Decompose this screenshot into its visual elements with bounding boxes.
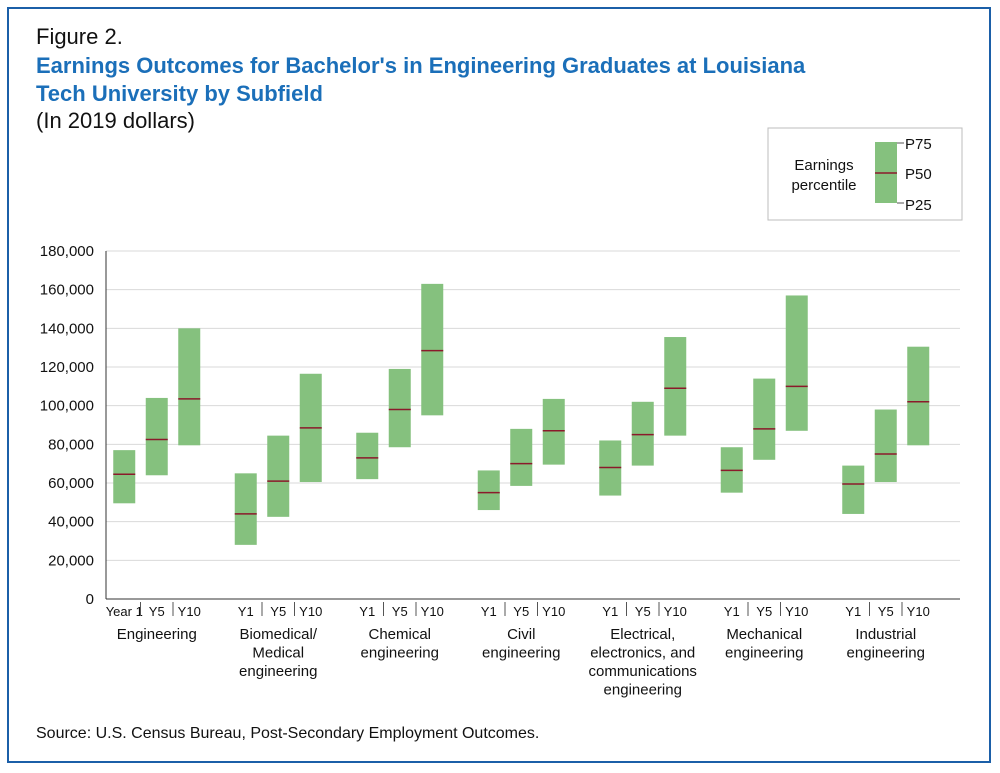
group-label: engineering	[482, 645, 560, 662]
legend-p50-label: P50	[905, 166, 932, 183]
period-label: Y5	[878, 604, 894, 619]
y-tick-label: 60,000	[48, 475, 94, 492]
period-label: Y10	[664, 604, 687, 619]
grid-layer	[106, 250, 960, 561]
group-label: Electrical,	[610, 626, 675, 643]
percentile-bar	[842, 465, 865, 514]
group-label: Chemical	[368, 626, 431, 643]
y-tick-label: 140,000	[40, 320, 94, 337]
y-tick-label: 160,000	[40, 282, 94, 299]
period-label: Y5	[149, 604, 165, 619]
percentile-bar	[178, 328, 201, 446]
percentile-bar	[234, 473, 257, 545]
period-label: Year 1	[106, 604, 143, 619]
period-label: Y1	[602, 604, 618, 619]
y-tick-label: 20,000	[48, 552, 94, 569]
bar-layer	[113, 283, 930, 545]
y-tick-label: 180,000	[40, 243, 94, 260]
period-label: Y1	[845, 604, 861, 619]
y-tick-label: 80,000	[48, 436, 94, 453]
period-label: Y1	[724, 604, 740, 619]
percentile-bar	[145, 397, 168, 476]
group-label: engineering	[361, 645, 439, 662]
y-tick-label: 120,000	[40, 359, 94, 376]
period-label: Y10	[907, 604, 930, 619]
percentile-bar	[542, 398, 565, 465]
percentile-bar	[874, 409, 897, 483]
y-tick-label: 0	[86, 591, 94, 608]
group-label: communications	[589, 663, 697, 680]
period-label: Y5	[513, 604, 529, 619]
period-label: Y10	[785, 604, 808, 619]
legend-title-line-1: Earnings	[794, 157, 853, 174]
percentile-bar	[907, 346, 930, 446]
percentile-bar	[664, 337, 687, 436]
group-label: Medical	[252, 645, 304, 662]
label-layer: Year 1 Y5 Y10 Engineering Y1 Y5 Y10 Biomedical/…	[106, 602, 930, 699]
percentile-bar	[421, 283, 444, 416]
group-label: Mechanical	[726, 626, 802, 643]
y-tick-label: 40,000	[48, 514, 94, 531]
chart-title: Earnings Outcomes for Bachelor's in Engi…	[36, 53, 806, 106]
percentile-bar	[113, 450, 136, 504]
group-label: Industrial	[855, 626, 916, 643]
group-label: engineering	[604, 682, 682, 699]
percentile-bar	[477, 470, 500, 511]
group-label: engineering	[239, 663, 317, 680]
legend-box	[767, 127, 963, 221]
period-label: Y10	[421, 604, 444, 619]
period-label: Y5	[392, 604, 408, 619]
group-label: engineering	[725, 645, 803, 662]
percentile-bar	[631, 401, 654, 466]
percentile-bar	[356, 432, 379, 480]
percentile-bar	[785, 295, 808, 431]
period-label: Y5	[635, 604, 651, 619]
group-label: electronics, and	[590, 645, 695, 662]
percentile-bar	[753, 378, 776, 460]
percentile-bar	[267, 435, 290, 517]
group-label: engineering	[847, 645, 925, 662]
period-label: Y10	[178, 604, 201, 619]
source-note: Source: U.S. Census Bureau, Post-Seconda…	[36, 725, 540, 742]
period-label: Y1	[481, 604, 497, 619]
figure-label: Figure 2.	[36, 24, 123, 49]
axis-layer: 0 20,000 40,000 60,000 80,000 100,000 120,000 1…	[40, 243, 960, 608]
period-label: Y5	[756, 604, 772, 619]
legend-p25-label: P25	[905, 197, 932, 214]
y-tick-label: 100,000	[40, 398, 94, 415]
chart-subtitle: (In 2019 dollars)	[36, 108, 195, 133]
legend-title-line-2: percentile	[791, 177, 856, 194]
percentile-bar	[510, 428, 533, 486]
legend: Earnings percentile P75 P50 P25	[767, 127, 963, 221]
period-label: Y5	[270, 604, 286, 619]
group-label: Engineering	[117, 626, 197, 643]
group-label: Civil	[507, 626, 535, 643]
period-label: Y10	[542, 604, 565, 619]
legend-p75-label: P75	[905, 136, 932, 153]
percentile-bar	[388, 368, 411, 448]
period-label: Y10	[299, 604, 322, 619]
period-label: Y1	[238, 604, 254, 619]
period-label: Y1	[359, 604, 375, 619]
group-label: Biomedical/	[239, 626, 317, 643]
